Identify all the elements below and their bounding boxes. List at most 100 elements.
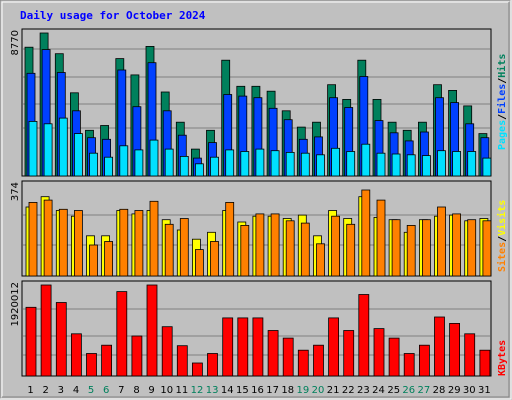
bar-pages-day-27	[421, 155, 431, 177]
chart-title: Daily usage for October 2024	[20, 9, 206, 22]
x-tick-label-1: 1	[27, 385, 33, 396]
bar-pages-day-18	[285, 151, 295, 177]
bar-sites-day-31	[482, 220, 492, 277]
bar-kbytes-day-6	[101, 344, 112, 377]
bar-pages-day-15	[240, 151, 250, 177]
bar-sites-day-26	[406, 224, 416, 277]
x-tick-label-19: 19	[297, 385, 310, 396]
bar-sites-day-12	[194, 249, 204, 277]
legend-separator: /	[497, 114, 508, 120]
kbytes-panel-legend: KBytes	[497, 340, 508, 376]
bar-kbytes-day-31	[479, 349, 491, 377]
x-tick-label-30: 30	[463, 385, 476, 396]
x-tick-label-26: 26	[402, 385, 415, 396]
x-tick-label-4: 4	[73, 385, 79, 396]
bar-kbytes-day-29	[449, 322, 461, 377]
bar-sites-day-23	[361, 189, 371, 277]
bar-sites-day-24	[376, 199, 386, 277]
bar-kbytes-day-2	[40, 284, 52, 377]
x-tick-label-24: 24	[372, 385, 385, 396]
bar-sites-day-2	[43, 199, 53, 277]
x-tick-label-13: 13	[206, 385, 219, 396]
legend-files: Files	[496, 84, 508, 114]
bar-pages-day-3	[58, 117, 68, 177]
x-tick-label-15: 15	[236, 385, 249, 396]
bar-sites-day-8	[134, 210, 144, 277]
bar-sites-day-21	[331, 215, 341, 277]
x-tick-label-21: 21	[327, 385, 340, 396]
x-tick-label-3: 3	[58, 385, 64, 396]
x-tick-label-10: 10	[160, 385, 173, 396]
bar-sites-day-17	[270, 213, 280, 277]
bar-pages-day-21	[331, 147, 341, 177]
bar-kbytes-day-26	[403, 353, 415, 377]
bar-pages-day-9	[149, 139, 159, 177]
x-tick-label-23: 23	[357, 385, 370, 396]
bar-pages-day-13	[210, 156, 219, 177]
bar-sites-day-28	[437, 206, 446, 277]
bar-pages-day-30	[467, 151, 477, 177]
bar-pages-day-8	[134, 149, 144, 177]
x-tick-label-2: 2	[43, 385, 49, 396]
bar-pages-day-25	[391, 153, 401, 177]
legend-separator: /	[497, 78, 508, 84]
bar-kbytes-day-10	[161, 326, 173, 377]
bar-kbytes-day-3	[55, 302, 67, 377]
bar-pages-day-26	[406, 154, 416, 177]
bar-kbytes-day-15	[237, 317, 249, 377]
x-tick-label-18: 18	[281, 385, 294, 396]
bar-kbytes-day-20	[313, 344, 324, 377]
bar-sites-day-4	[74, 210, 83, 277]
bar-pages-day-2	[43, 123, 53, 177]
visits-panel-max-label: 374	[10, 182, 21, 201]
bar-kbytes-day-11	[176, 345, 188, 377]
legend-pages: Pages	[497, 120, 508, 150]
bar-kbytes-day-27	[418, 344, 430, 377]
x-tick-label-28: 28	[433, 385, 446, 396]
bar-kbytes-day-13	[207, 353, 218, 377]
x-tick-label-25: 25	[387, 385, 400, 396]
bar-sites-day-9	[149, 200, 159, 277]
bar-kbytes-day-14	[222, 317, 234, 377]
bar-pages-day-24	[376, 152, 386, 177]
hits-panel-legend: Pages/Files/Hits	[496, 54, 508, 150]
bar-pages-day-29	[452, 151, 462, 177]
bar-pages-day-31	[482, 157, 492, 177]
x-tick-label-7: 7	[118, 385, 124, 396]
bar-sites-day-30	[467, 219, 477, 277]
bar-pages-day-12	[194, 163, 204, 177]
x-tick-label-6: 6	[103, 385, 109, 396]
legend-kbytes: KBytes	[497, 340, 508, 376]
bar-kbytes-day-17	[267, 330, 279, 377]
bar-kbytes-day-1	[25, 306, 37, 377]
bar-sites-day-1	[28, 201, 38, 277]
x-tick-label-20: 20	[312, 385, 325, 396]
bar-kbytes-day-24	[373, 328, 385, 377]
bar-sites-day-3	[58, 208, 68, 277]
bar-sites-day-15	[240, 224, 250, 277]
x-tick-label-22: 22	[342, 385, 355, 396]
bar-pages-day-17	[270, 150, 280, 177]
x-tick-label-9: 9	[148, 385, 154, 396]
bar-pages-day-20	[316, 154, 325, 177]
bar-kbytes-day-18	[282, 337, 294, 377]
bar-sites-day-13	[210, 241, 219, 277]
bar-pages-day-14	[225, 149, 235, 177]
bar-pages-day-23	[361, 143, 371, 177]
legend-hits: Hits	[496, 54, 508, 78]
bar-sites-day-29	[452, 213, 462, 277]
x-tick-label-14: 14	[221, 385, 234, 396]
bar-kbytes-day-12	[191, 362, 203, 377]
bar-kbytes-day-7	[116, 291, 128, 377]
bar-pages-day-4	[74, 133, 83, 177]
bar-kbytes-day-5	[86, 353, 97, 377]
visits-panel-legend: Sites/Visits	[496, 200, 508, 272]
kbytes-panel-max-label: 1920012	[10, 282, 21, 327]
bar-kbytes-day-28	[434, 316, 445, 377]
x-tick-label-5: 5	[88, 385, 94, 396]
x-tick-label-29: 29	[448, 385, 461, 396]
bar-pages-day-1	[28, 121, 38, 177]
bar-kbytes-day-8	[131, 335, 143, 377]
